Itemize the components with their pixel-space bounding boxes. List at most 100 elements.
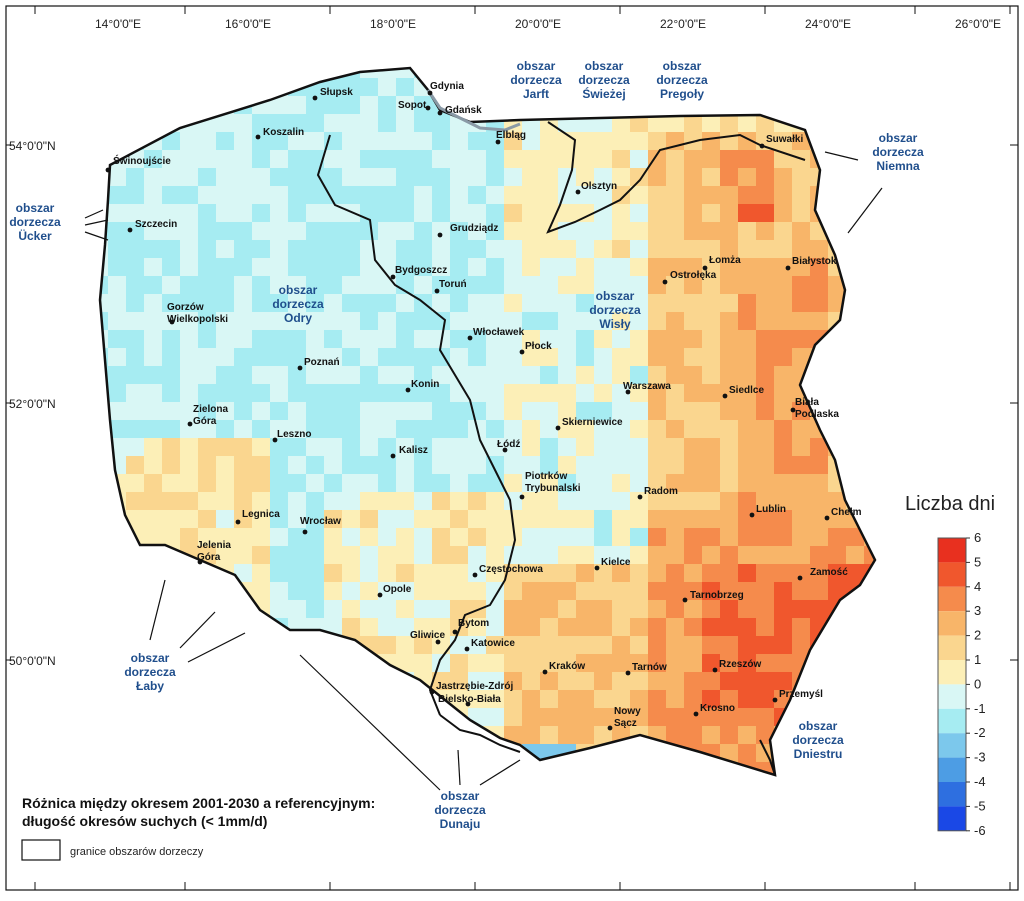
raster-cell (396, 276, 414, 294)
raster-cell (792, 564, 810, 582)
raster-cell (216, 492, 234, 510)
raster-cell (540, 636, 558, 654)
raster-cell (450, 456, 468, 474)
raster-cell (378, 150, 396, 168)
raster-cell (810, 456, 828, 474)
raster-cell (612, 564, 630, 582)
city-label: Katowice (471, 638, 515, 649)
raster-cell (306, 258, 324, 276)
raster-cell (630, 402, 648, 420)
raster-cell (378, 546, 396, 564)
raster-cell (306, 366, 324, 384)
legend-swatch (938, 684, 966, 709)
raster-cell (288, 186, 306, 204)
city-dot (785, 265, 791, 271)
arrow-dunaj-3 (479, 759, 521, 786)
raster-cell (702, 348, 720, 366)
raster-cell (720, 708, 738, 726)
raster-cell (342, 240, 360, 258)
raster-cell (774, 204, 792, 222)
raster-cell (504, 150, 522, 168)
raster-cell (702, 204, 720, 222)
raster-cell (234, 240, 252, 258)
raster-cell (594, 636, 612, 654)
raster-cell (684, 654, 702, 672)
raster-cell (648, 330, 666, 348)
lon-label-24: 24°0'0"E (805, 17, 851, 31)
raster-cell (180, 528, 198, 546)
raster-cell (234, 366, 252, 384)
raster-cell (198, 456, 216, 474)
raster-cell (468, 204, 486, 222)
raster-cell (738, 474, 756, 492)
legend-swatch (938, 538, 966, 563)
raster-cell (342, 276, 360, 294)
raster-cell (810, 276, 828, 294)
raster-cell (684, 366, 702, 384)
raster-cell (288, 312, 306, 330)
raster-cell (594, 312, 612, 330)
raster-cell (630, 114, 648, 132)
raster-cell (144, 366, 162, 384)
city-dot (169, 319, 175, 325)
raster-cell (234, 258, 252, 276)
raster-cell (720, 492, 738, 510)
longitude-labels: 14°0'0"E 16°0'0"E 18°0'0"E 20°0'0"E 22°0… (95, 17, 1001, 31)
raster-cell (720, 510, 738, 528)
raster-cell (648, 402, 666, 420)
raster-cell (288, 492, 306, 510)
raster-cell (558, 618, 576, 636)
raster-cell (198, 186, 216, 204)
city-dot (575, 189, 581, 195)
raster-cell (684, 348, 702, 366)
raster-cell (324, 222, 342, 240)
raster-cell (648, 564, 666, 582)
raster-cell (342, 204, 360, 222)
raster-cell (144, 330, 162, 348)
raster-cell (540, 348, 558, 366)
raster-cell (738, 456, 756, 474)
raster-cell (828, 492, 846, 510)
raster-cell (378, 132, 396, 150)
raster-cell (540, 186, 558, 204)
raster-cell (630, 330, 648, 348)
raster-cell (576, 150, 594, 168)
raster-cell (270, 96, 288, 114)
raster-cell (180, 258, 198, 276)
city-label: Jastrzębie-Zdrój (436, 681, 513, 692)
city-dot (425, 105, 431, 111)
raster-cell (684, 330, 702, 348)
raster-cell (306, 294, 324, 312)
raster-cell (324, 348, 342, 366)
raster-cell (270, 456, 288, 474)
raster-cell (432, 294, 450, 312)
raster-cell (162, 420, 180, 438)
raster-cell (324, 600, 342, 618)
raster-cell (522, 690, 540, 708)
raster-cell (738, 564, 756, 582)
raster-cell (198, 240, 216, 258)
raster-cell (666, 384, 684, 402)
raster-cell (792, 330, 810, 348)
legend-tick-label: 3 (974, 603, 981, 618)
lon-label-16: 16°0'0"E (225, 17, 271, 31)
raster-cell (468, 240, 486, 258)
raster-cell (612, 204, 630, 222)
raster-cell (576, 168, 594, 186)
city-dot (437, 110, 443, 116)
raster-cell (558, 420, 576, 438)
raster-cell (648, 114, 666, 132)
raster-cell (378, 492, 396, 510)
raster-cell (252, 258, 270, 276)
city-dot (255, 134, 261, 140)
raster-cell (126, 276, 144, 294)
raster-cell (396, 294, 414, 312)
raster-cell (684, 294, 702, 312)
raster-cell (666, 474, 684, 492)
raster-cell (216, 240, 234, 258)
raster-cell (720, 420, 738, 438)
raster-cell (198, 474, 216, 492)
raster-cell (144, 528, 162, 546)
raster-cell (774, 456, 792, 474)
raster-cell (576, 402, 594, 420)
